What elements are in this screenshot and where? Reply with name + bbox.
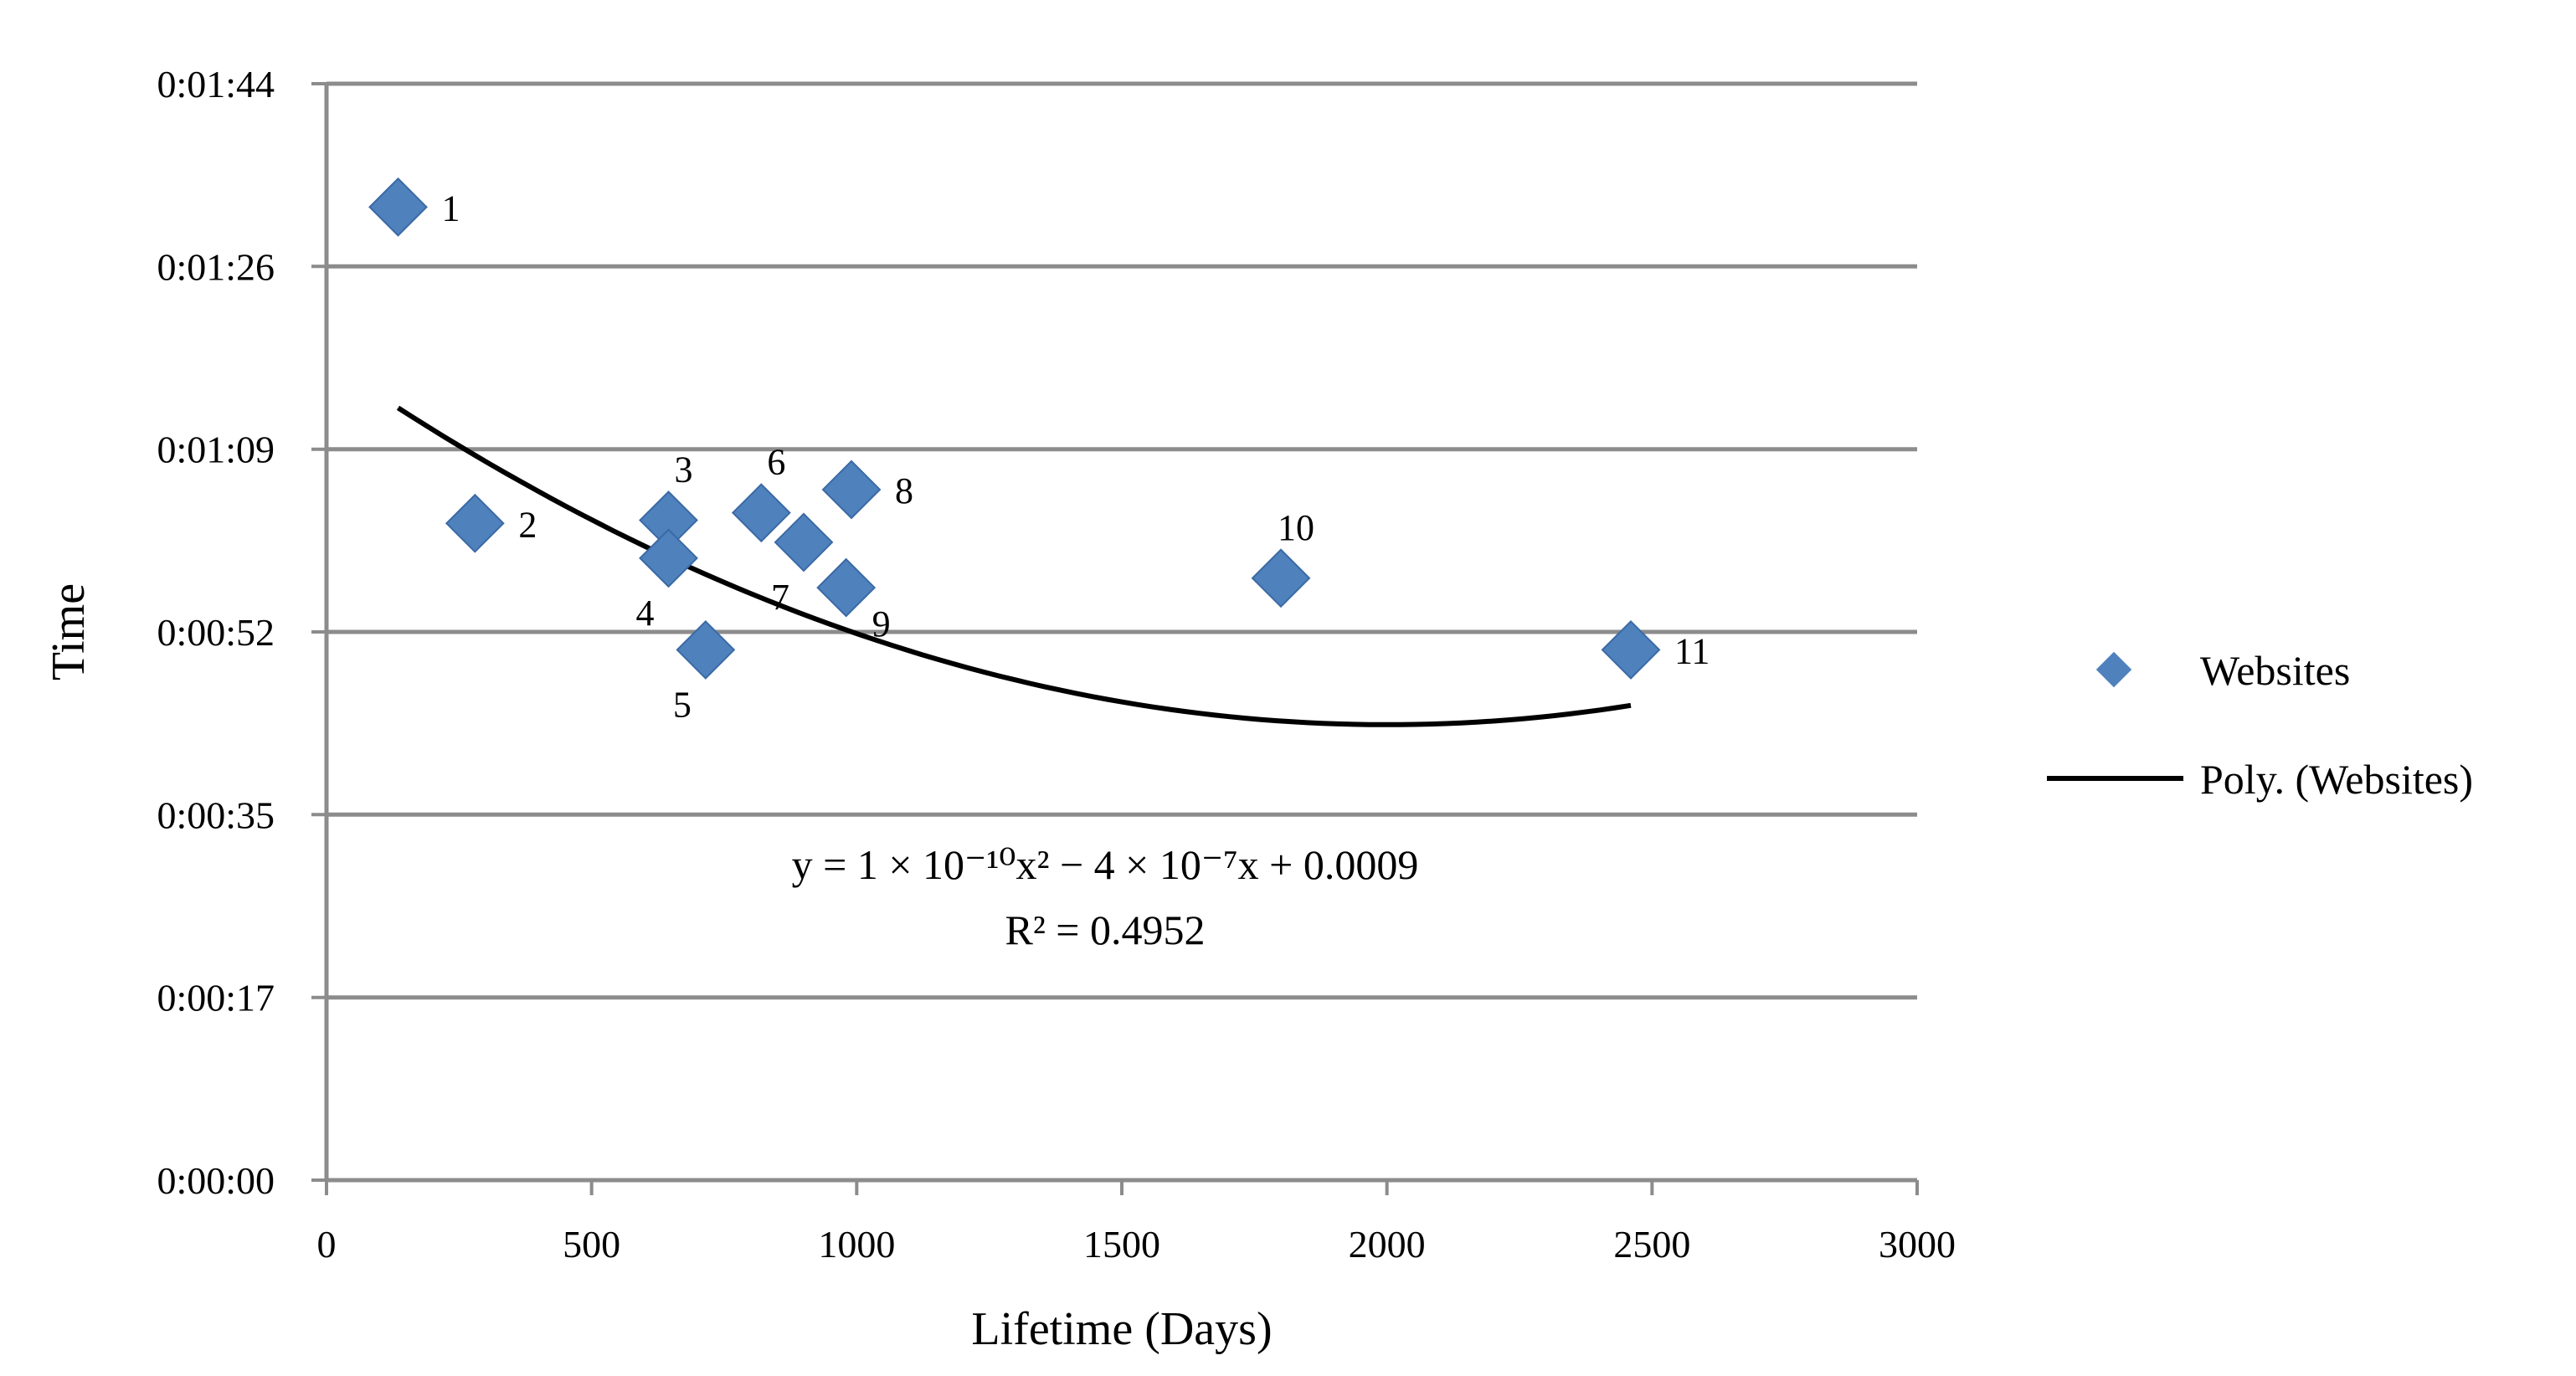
y-tick-label: 0:01:09 [157, 429, 275, 471]
y-tick-label: 0:00:00 [157, 1159, 275, 1202]
gridlines [326, 81, 1917, 1000]
trendline-layer [396, 405, 1632, 727]
y-tick-label: 0:01:26 [157, 245, 275, 288]
x-tick-label: 2000 [1349, 1223, 1426, 1266]
point-label-10: 10 [1278, 507, 1314, 548]
y-tick-label: 0:00:35 [157, 793, 275, 836]
y-tick-label: 0:00:52 [157, 611, 275, 654]
data-point-2 [445, 493, 505, 553]
x-tick-label: 1500 [1083, 1223, 1160, 1266]
data-point-4 [639, 528, 698, 588]
x-tick-label: 0 [317, 1223, 337, 1266]
legend-websites-label: Websites [2200, 647, 2350, 694]
y-tick-label: 0:01:44 [157, 63, 275, 105]
r-squared-label: R² = 0.4952 [1005, 906, 1205, 953]
point-label-11: 11 [1674, 630, 1710, 671]
point-label-1: 1 [442, 187, 460, 228]
data-point-11 [1601, 619, 1661, 680]
data-point-6 [731, 483, 791, 543]
point-label-9: 9 [872, 603, 891, 644]
legend-poly-label: Poly. (Websites) [2200, 756, 2473, 803]
x-axis-title: Lifetime (Days) [971, 1303, 1272, 1355]
data-point-5 [676, 619, 736, 680]
point-label-6: 6 [767, 442, 785, 483]
data-point-1 [368, 177, 428, 237]
point-labels: 1 2 3 4 5 6 7 8 9 10 11 [442, 187, 1710, 725]
point-label-5: 5 [673, 684, 692, 725]
data-point-9 [816, 557, 877, 618]
data-point-8 [821, 460, 882, 520]
y-tick-label: 0:00:17 [157, 977, 275, 1019]
legend: Websites Poly. (Websites) [2047, 647, 2473, 803]
x-tick-label: 2500 [1613, 1223, 1690, 1266]
y-axis-title: Time [43, 583, 95, 680]
data-point-10 [1251, 548, 1311, 608]
point-label-3: 3 [675, 449, 693, 490]
point-label-7: 7 [771, 577, 789, 618]
x-tick-label: 500 [563, 1223, 620, 1266]
x-axis-ticks: 0 500 1000 1500 2000 2500 3000 [317, 1180, 1956, 1266]
trendline-poly-websites [396, 405, 1632, 727]
y-axis-ticks: 0:00:00 0:00:17 0:00:35 0:00:52 0:01:09 0:01:… [157, 63, 326, 1202]
trendline-equation: y = 1 × 10⁻¹⁰x² − 4 × 10⁻⁷x + 0.0009 [792, 841, 1419, 888]
data-points [368, 177, 1661, 680]
x-tick-label: 3000 [1879, 1223, 1956, 1266]
legend-websites-marker [2095, 651, 2132, 688]
data-point-7 [774, 512, 834, 572]
point-label-8: 8 [895, 470, 913, 511]
point-label-2: 2 [518, 504, 537, 545]
x-tick-label: 1000 [818, 1223, 895, 1266]
point-label-4: 4 [636, 593, 655, 634]
